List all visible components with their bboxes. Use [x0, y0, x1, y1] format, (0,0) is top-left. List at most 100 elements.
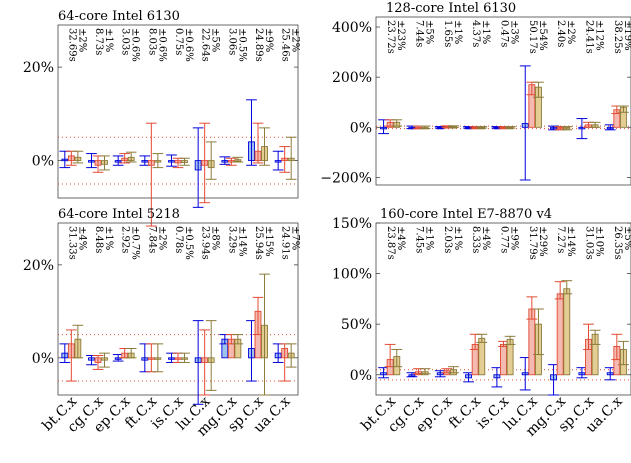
variance-annotation: ±9% [509, 226, 520, 250]
x-axis-labels: bt.C.xcg.C.xep.C.xft.C.xis.C.xlu.C.xmg.C… [39, 393, 625, 439]
runtime-annotation: 24.41s [584, 20, 595, 54]
variance-annotation: ±12% [594, 20, 605, 51]
runtime-annotation: 31.33s [66, 226, 77, 260]
variance-annotation: ±2% [156, 226, 167, 250]
variance-annotation: ±5% [424, 20, 435, 44]
variance-annotation: ±19% [622, 20, 631, 51]
y-tick-label: 0% [350, 368, 372, 384]
runtime-annotation: 3.03s [120, 28, 131, 55]
plot-frame [375, 16, 631, 186]
runtime-annotation: 0.78s [173, 226, 184, 253]
runtime-annotation: 23.72s [385, 20, 396, 54]
runtime-annotation: 8.33s [470, 226, 481, 253]
variance-annotation: ±4% [395, 226, 406, 250]
runtime-annotation: 0.75s [173, 28, 184, 55]
runtime-annotation: 50.17s [527, 20, 538, 54]
variance-annotation: ±1% [452, 20, 463, 44]
variance-annotation: ±0.6% [183, 28, 194, 62]
variance-annotation: ±5% [622, 226, 631, 250]
variance-annotation: ±0.6% [130, 28, 141, 62]
runtime-annotation: 2.40s [555, 20, 566, 47]
variance-annotation: ±0.5% [236, 28, 247, 62]
runtime-annotation: 7.44s [414, 20, 425, 47]
variance-annotation: ±2% [290, 28, 301, 52]
y-tick-label: 400% [332, 20, 372, 36]
y-tick-label: 0% [32, 154, 54, 170]
panel-128-core-intel-6130: 128-core Intel 6130 −200% 0% 200% 400% 23.72… [320, 1, 631, 186]
variance-annotation: ±10% [594, 226, 605, 257]
y-tick-label: 150% [332, 216, 372, 232]
variance-annotation: ±54% [537, 20, 548, 51]
runtime-annotation: 7.27s [555, 226, 566, 253]
y-tick-label: 50% [341, 317, 372, 333]
runtime-annotation: 32.69s [66, 28, 77, 62]
variance-annotation: ±3% [509, 20, 520, 44]
runtime-annotation: 0.47s [499, 20, 510, 47]
runtime-annotation: 25.46s [280, 28, 291, 62]
plot-frame [57, 222, 299, 396]
variance-annotation: ±4% [76, 226, 87, 250]
variance-annotation: ±14% [565, 226, 576, 257]
runtime-annotation: 0.77s [499, 226, 510, 253]
variance-annotation: ±4% [480, 226, 491, 250]
y-tick-label: 20% [23, 60, 54, 76]
runtime-annotation: 3.29s [226, 226, 237, 253]
runtime-annotation: 26.35s [612, 226, 623, 260]
variance-annotation: ±1% [103, 226, 114, 250]
runtime-annotation: 2.92s [120, 226, 131, 253]
variance-annotation: ±0.6% [156, 28, 167, 62]
variance-annotation: ±29% [537, 226, 548, 257]
variance-annotation: ±5% [210, 28, 221, 52]
variance-annotation: ±15% [263, 226, 274, 257]
runtime-annotation: 31.03s [584, 226, 595, 260]
variance-annotation: ±7% [290, 226, 301, 250]
y-tick-label: 20% [23, 258, 54, 274]
bar [478, 337, 486, 376]
variance-annotation: ±0.5% [183, 226, 194, 260]
plot-frame [375, 222, 631, 396]
runtime-annotation: 24.91s [280, 226, 291, 260]
y-tick-label: 100% [332, 267, 372, 283]
runtime-annotation: 22.64s [200, 28, 211, 62]
runtime-annotation: 23.94s [200, 226, 211, 260]
runtime-annotation: 31.79s [527, 226, 538, 260]
panel-64-core-intel-5218: 64-core Intel 5218 0%20%31.33s ±4% 8.48s ±1… [23, 207, 301, 405]
panel-title: 160-core Intel E7-8870 v4 [380, 207, 552, 222]
runtime-annotation: 7.45s [414, 226, 425, 253]
plot-frame [57, 24, 299, 199]
bar [563, 288, 571, 376]
panel-64-core-intel-6130: 64-core Intel 6130 0%20%32.69s ±2% 8.73s ±1… [23, 9, 301, 227]
runtime-annotation: 7.84s [146, 226, 157, 253]
variance-annotation: ±2% [565, 20, 576, 44]
y-tick-label: 200% [332, 70, 372, 86]
bar [556, 293, 564, 376]
panel-title: 64-core Intel 5218 [58, 207, 180, 222]
variance-annotation: ±1% [103, 28, 114, 52]
variance-annotation: ±2% [76, 28, 87, 52]
runtime-annotation: 8.48s [93, 226, 104, 253]
variance-annotation: ±14% [236, 226, 247, 257]
variance-annotation: ±0.7% [130, 226, 141, 260]
variance-annotation: ±1% [480, 20, 491, 44]
runtime-annotation: 3.06s [226, 28, 237, 55]
variance-annotation: ±23% [395, 20, 406, 51]
runtime-annotation: 8.03s [146, 28, 157, 55]
variance-annotation: ±1% [424, 226, 435, 250]
runtime-annotation: 8.73s [93, 28, 104, 55]
variance-annotation: ±8% [210, 226, 221, 250]
runtime-annotation: 24.89s [253, 28, 264, 62]
y-tick-label: 0% [350, 120, 372, 136]
runtime-annotation: 2.03s [442, 226, 453, 253]
runtime-annotation: 25.94s [253, 226, 264, 260]
y-tick-label: −200% [320, 170, 372, 186]
variance-annotation: ±9% [263, 28, 274, 52]
panel-160-core-intel-e7-8870-v4: 160-core Intel E7-8870 v4 0% 50% 100% 150% 2… [332, 207, 631, 396]
panel-title: 128-core Intel 6130 [386, 1, 516, 16]
runtime-annotation: 38.25s [612, 20, 623, 54]
y-tick-label: 0% [32, 351, 54, 367]
bar [500, 343, 507, 376]
runtime-annotation: 23.87s [385, 226, 396, 260]
panel-title: 64-core Intel 6130 [58, 9, 180, 24]
runtime-annotation: 4.37s [470, 20, 481, 47]
